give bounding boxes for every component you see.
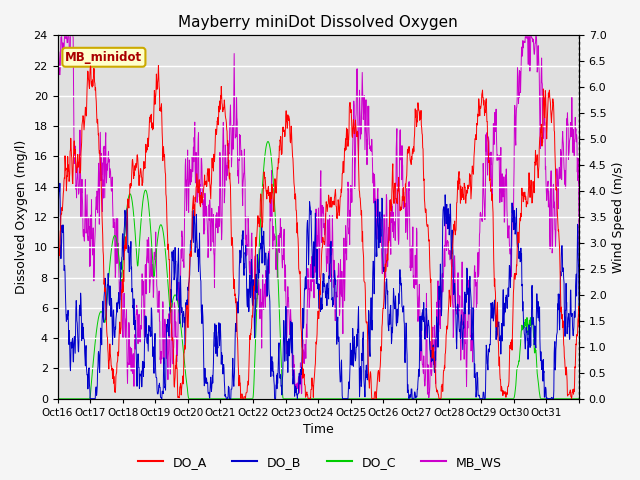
Y-axis label: Wind Speed (m/s): Wind Speed (m/s) bbox=[612, 161, 625, 273]
Title: Mayberry miniDot Dissolved Oxygen: Mayberry miniDot Dissolved Oxygen bbox=[179, 15, 458, 30]
X-axis label: Time: Time bbox=[303, 423, 333, 436]
Text: MB_minidot: MB_minidot bbox=[65, 51, 143, 64]
Legend: DO_A, DO_B, DO_C, MB_WS: DO_A, DO_B, DO_C, MB_WS bbox=[133, 451, 507, 474]
Y-axis label: Dissolved Oxygen (mg/l): Dissolved Oxygen (mg/l) bbox=[15, 140, 28, 294]
